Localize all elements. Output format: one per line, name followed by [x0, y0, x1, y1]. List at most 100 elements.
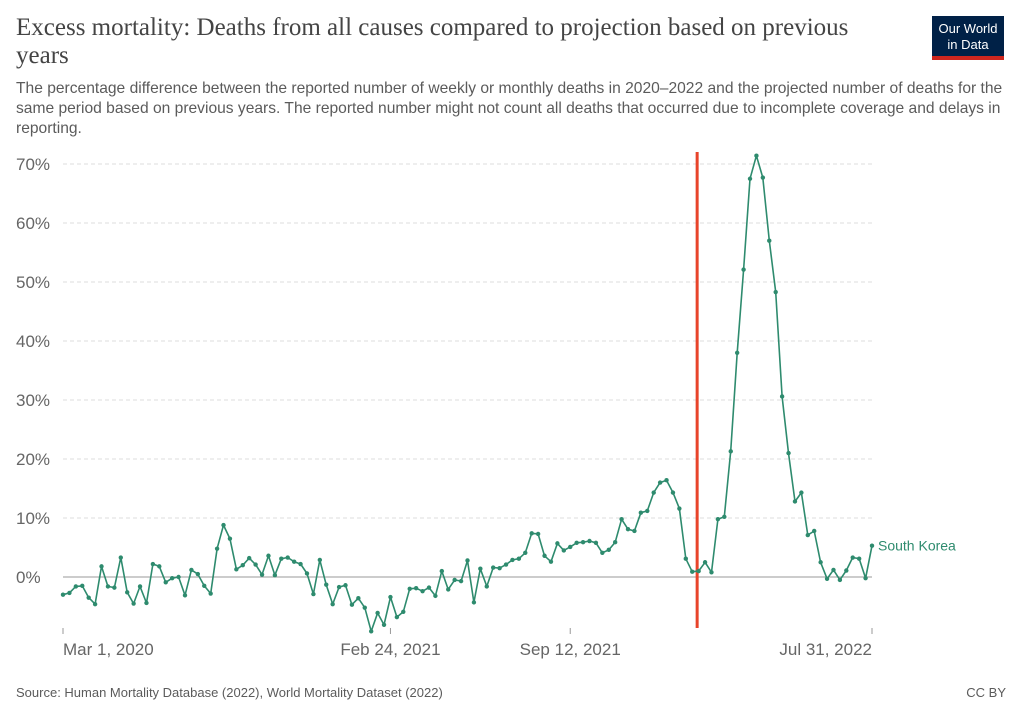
x-tick-label: Feb 24, 2021 — [340, 640, 440, 659]
data-point — [812, 528, 817, 534]
data-point — [529, 531, 534, 536]
data-point — [837, 577, 843, 583]
data-point — [298, 561, 303, 567]
data-point — [555, 541, 560, 546]
data-point — [516, 556, 522, 561]
data-point — [330, 601, 335, 607]
data-point — [510, 557, 515, 563]
data-point — [497, 565, 502, 571]
data-point — [336, 584, 342, 590]
data-point — [343, 583, 348, 588]
data-point — [394, 614, 400, 620]
data-point — [67, 590, 72, 596]
data-point — [420, 588, 425, 594]
data-point — [844, 568, 849, 573]
data-point — [664, 478, 669, 483]
data-point — [523, 550, 528, 556]
data-point — [606, 547, 611, 553]
data-point — [645, 508, 650, 514]
data-point — [863, 575, 868, 581]
data-point — [112, 585, 117, 590]
data-point — [702, 560, 708, 565]
data-point — [227, 536, 233, 541]
data-point — [709, 570, 714, 575]
data-point — [503, 562, 509, 567]
data-point — [869, 543, 875, 548]
owid-logo[interactable]: Our World in Data — [932, 16, 1004, 60]
data-point — [824, 576, 830, 581]
data-point — [741, 267, 746, 272]
data-point — [818, 560, 823, 565]
data-point — [368, 629, 374, 634]
series-label-south-korea: South Korea — [878, 538, 956, 554]
data-point — [304, 571, 310, 576]
data-point — [118, 555, 123, 560]
data-point — [92, 601, 98, 607]
data-point — [580, 539, 586, 545]
x-tick-label: Jul 31, 2022 — [779, 640, 872, 659]
data-point — [253, 562, 258, 567]
data-point — [272, 573, 278, 578]
data-point — [349, 602, 355, 607]
data-point — [619, 516, 624, 522]
data-point — [747, 176, 753, 181]
data-point — [561, 548, 567, 553]
data-point — [690, 569, 695, 574]
y-tick-label: 20% — [16, 450, 50, 469]
data-point — [657, 480, 663, 485]
data-point — [478, 566, 483, 571]
data-point — [433, 593, 438, 599]
data-point — [375, 610, 380, 616]
data-point — [362, 605, 367, 610]
data-point — [246, 555, 252, 561]
data-point — [786, 450, 791, 456]
data-point — [779, 394, 785, 399]
data-point — [593, 540, 599, 545]
data-point — [234, 567, 239, 572]
data-point — [189, 567, 194, 573]
data-point — [401, 609, 406, 615]
logo-line-2: in Data — [947, 37, 989, 52]
data-point — [240, 563, 245, 568]
data-point — [548, 559, 554, 564]
data-point — [131, 601, 136, 606]
data-point — [465, 558, 470, 563]
chart-title: Excess mortality: Deaths from all causes… — [16, 14, 849, 69]
y-tick-label: 40% — [16, 332, 50, 351]
data-point — [587, 538, 592, 544]
data-point — [542, 553, 547, 558]
x-tick-label: Sep 12, 2021 — [520, 640, 621, 659]
data-point — [612, 539, 618, 545]
data-point — [490, 565, 496, 570]
data-point — [221, 522, 226, 528]
logo-line-1: Our World — [938, 21, 998, 36]
data-point — [767, 238, 772, 243]
data-point — [259, 572, 265, 577]
data-point — [144, 600, 149, 606]
data-point — [413, 586, 419, 591]
y-tick-label: 70% — [16, 155, 50, 174]
data-point — [856, 556, 862, 561]
data-point — [157, 564, 162, 569]
data-point — [163, 580, 168, 585]
x-tick-label: Mar 1, 2020 — [63, 640, 154, 659]
data-point — [279, 556, 284, 561]
y-tick-label: 60% — [16, 214, 50, 233]
data-point — [458, 578, 464, 584]
y-tick-label: 10% — [16, 509, 50, 528]
data-point — [805, 532, 810, 538]
data-point — [266, 553, 271, 558]
data-point — [214, 546, 220, 551]
data-point — [452, 577, 457, 583]
data-point — [670, 490, 676, 495]
data-point — [439, 568, 445, 574]
data-point — [446, 587, 451, 592]
data-point — [754, 153, 759, 158]
data-point — [291, 559, 297, 564]
data-point — [600, 550, 605, 556]
data-point — [169, 575, 175, 581]
data-point — [715, 516, 721, 522]
data-point — [831, 567, 836, 573]
data-point — [696, 568, 701, 574]
license-link[interactable]: CC BY — [966, 685, 1006, 700]
